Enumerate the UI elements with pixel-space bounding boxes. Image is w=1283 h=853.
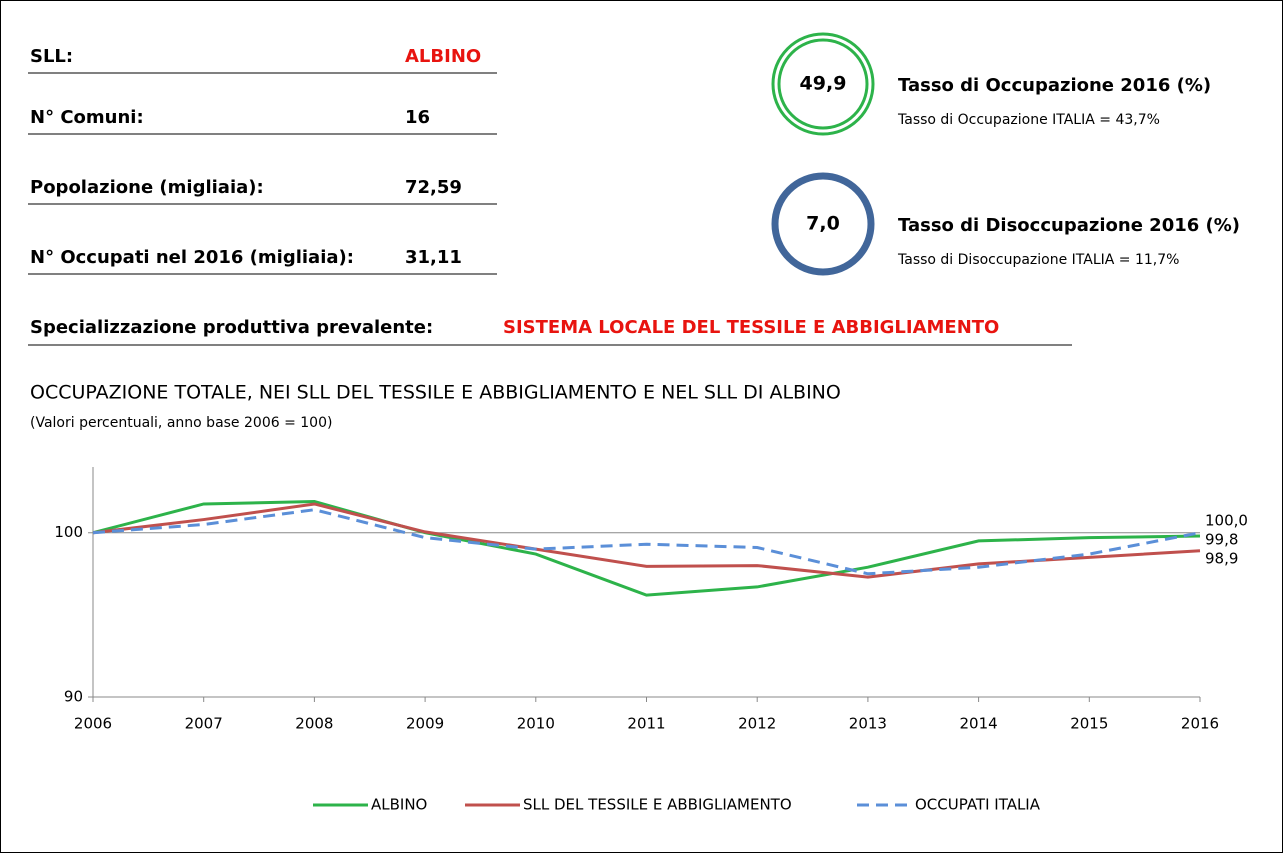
x-tick-label: 2009 [406, 715, 444, 733]
data-label: 100,0 [1205, 511, 1248, 529]
info-label: N° Comuni: [30, 107, 144, 128]
info-label: Popolazione (migliaia): [30, 177, 264, 198]
data-label: 98,9 [1205, 549, 1238, 567]
info-label: N° Occupati nel 2016 (migliaia): [30, 247, 354, 268]
legend-label: ALBINO [371, 796, 427, 814]
indicator-ring [771, 172, 875, 276]
legend-label: OCCUPATI ITALIA [915, 796, 1041, 814]
x-tick-label: 2016 [1181, 715, 1219, 733]
data-label: 99,8 [1205, 530, 1238, 548]
x-tick-label: 2010 [517, 715, 555, 733]
chart-title: OCCUPAZIONE TOTALE, NEI SLL DEL TESSILE … [30, 382, 841, 404]
indicator-value: 49,9 [800, 73, 847, 95]
spec-value: SISTEMA LOCALE DEL TESSILE E ABBIGLIAMEN… [503, 317, 999, 338]
indicator-value: 7,0 [806, 213, 840, 235]
series-line [92, 499, 1201, 597]
indicator-note: Tasso di Disoccupazione ITALIA = 11,7% [897, 252, 1179, 268]
y-tick-label: 100 [54, 523, 83, 541]
info-label: SLL: [30, 46, 73, 67]
info-value: 72,59 [405, 177, 462, 198]
info-value: ALBINO [405, 46, 481, 67]
spec-label: Specializzazione produttiva prevalente: [30, 317, 433, 338]
chart-subtitle: (Valori percentuali, anno base 2006 = 10… [30, 415, 332, 431]
x-tick-label: 2006 [74, 715, 112, 733]
x-tick-label: 2012 [738, 715, 776, 733]
indicator-ring [771, 32, 875, 136]
x-tick-label: 2015 [1070, 715, 1108, 733]
indicator-title: Tasso di Occupazione 2016 (%) [898, 75, 1211, 96]
indicator-ring [777, 38, 869, 130]
indicator-title: Tasso di Disoccupazione 2016 (%) [898, 215, 1240, 236]
x-tick-label: 2014 [960, 715, 998, 733]
legend-label: SLL DEL TESSILE E ABBIGLIAMENTO [523, 796, 792, 814]
x-tick-label: 2013 [849, 715, 887, 733]
y-tick-label: 90 [64, 688, 83, 706]
x-tick-label: 2011 [627, 715, 665, 733]
indicator-note: Tasso di Occupazione ITALIA = 43,7% [897, 112, 1160, 128]
series-line [92, 508, 1201, 576]
info-value: 31,11 [405, 247, 462, 268]
info-value: 16 [405, 107, 430, 128]
x-tick-label: 2007 [185, 715, 223, 733]
x-tick-label: 2008 [295, 715, 333, 733]
